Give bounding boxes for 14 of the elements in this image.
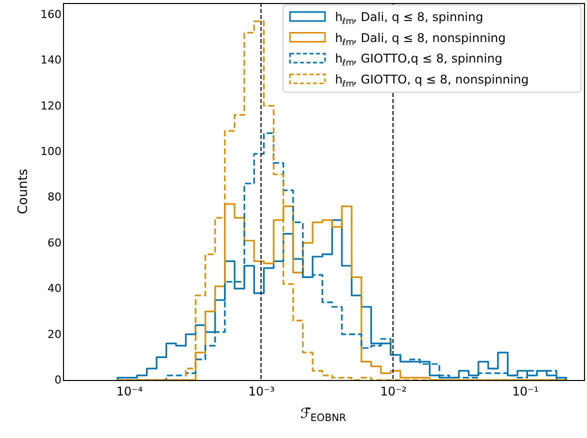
y-axis-title: Counts: [16, 168, 31, 214]
x-tick-label: 10⁻³: [248, 384, 275, 398]
y-tick-label: 80: [48, 190, 62, 204]
x-tick-label: 10⁻²: [380, 384, 407, 398]
y-tick-label: 100: [40, 145, 62, 158]
x-tick-label: 10⁻⁴: [116, 384, 143, 398]
y-tick-label: 140: [40, 54, 62, 67]
y-tick-label: 120: [40, 99, 62, 112]
y-tick-label: 160: [40, 8, 62, 21]
x-tick-label: 10⁻¹: [512, 384, 539, 398]
y-tick-label: 0: [54, 374, 62, 386]
y-tick-label: 60: [48, 236, 62, 250]
y-tick-label: 40: [48, 282, 62, 296]
y-tick-label: 20: [48, 328, 62, 341]
